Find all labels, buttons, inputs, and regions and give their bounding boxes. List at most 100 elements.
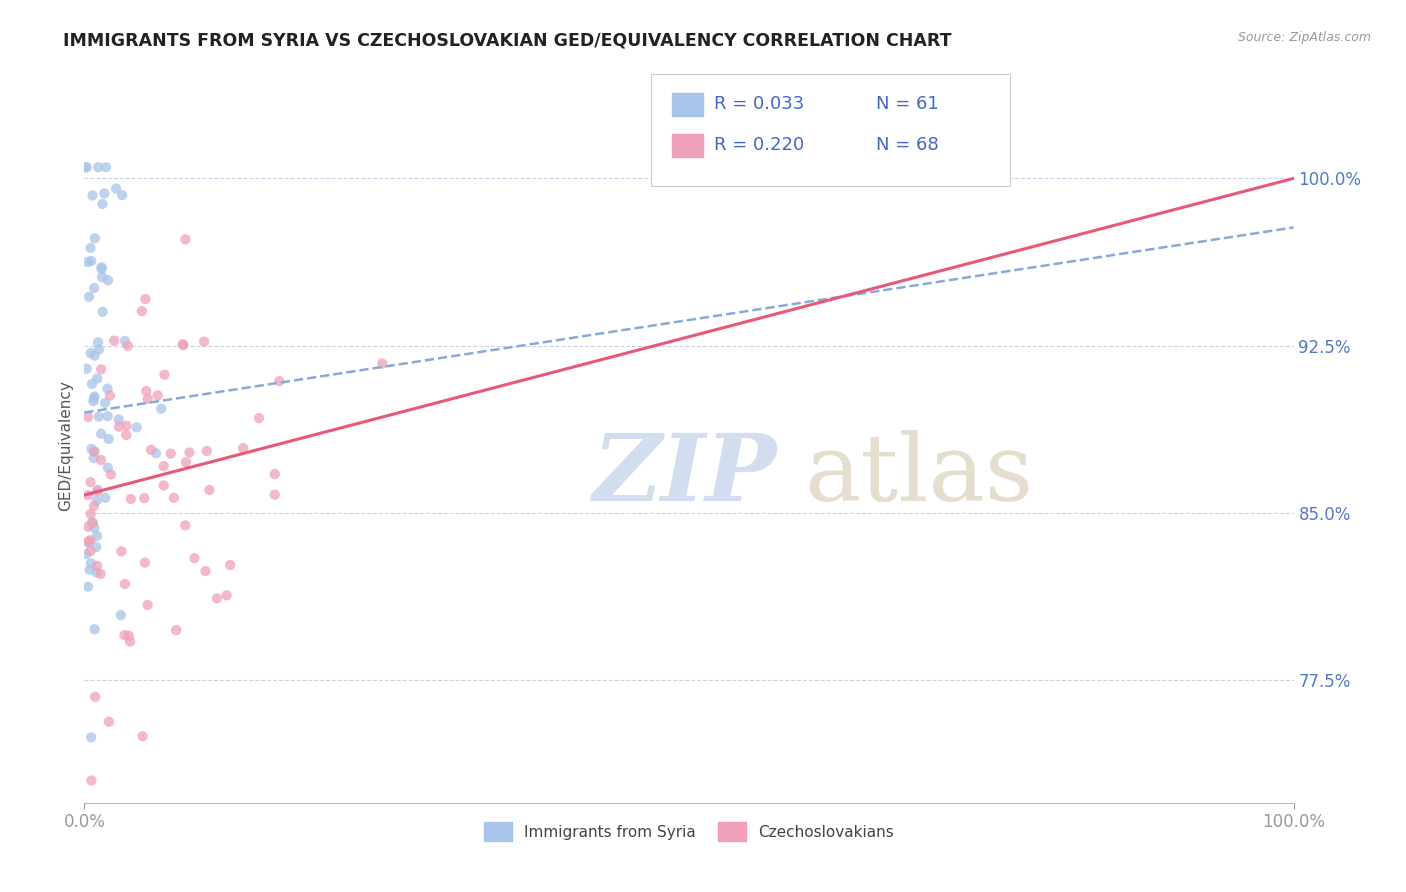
Point	[79, 475, 101, 490]
Point	[91, 305, 114, 319]
Point	[131, 304, 153, 318]
Point	[103, 334, 125, 348]
Point	[76, 255, 98, 269]
Point	[80, 377, 103, 392]
Point	[247, 411, 270, 425]
Point	[83, 622, 105, 636]
Point	[110, 608, 132, 623]
Point	[195, 444, 218, 458]
Point	[79, 533, 101, 548]
Point	[100, 467, 122, 482]
Point	[77, 580, 100, 594]
Point	[86, 484, 108, 499]
Point	[179, 445, 201, 459]
Point	[80, 773, 103, 788]
Point	[135, 384, 157, 398]
Point	[97, 432, 120, 446]
Point	[86, 371, 108, 385]
Point	[83, 521, 105, 535]
Point	[108, 419, 131, 434]
Y-axis label: GED/Equivalency: GED/Equivalency	[58, 381, 73, 511]
Text: R = 0.220: R = 0.220	[714, 136, 804, 154]
Point	[87, 161, 110, 175]
Point	[80, 507, 103, 521]
Point	[146, 388, 169, 402]
Point	[80, 556, 103, 570]
Point	[79, 241, 101, 255]
Point	[150, 401, 173, 416]
Point	[91, 197, 114, 211]
Point	[97, 409, 120, 424]
Point	[115, 428, 138, 442]
Point	[93, 186, 115, 201]
Point	[83, 450, 105, 465]
Point	[77, 520, 100, 534]
Point	[77, 536, 100, 550]
Point	[86, 483, 108, 497]
Point	[87, 343, 110, 357]
Point	[90, 453, 112, 467]
Point	[82, 394, 104, 409]
Text: N = 68: N = 68	[876, 136, 939, 154]
Point	[145, 446, 167, 460]
Point	[152, 478, 174, 492]
Point	[90, 260, 112, 275]
Point	[86, 566, 108, 580]
Point	[263, 488, 285, 502]
Point	[77, 488, 100, 502]
Point	[120, 491, 142, 506]
Text: Source: ZipAtlas.com: Source: ZipAtlas.com	[1237, 31, 1371, 45]
Point	[83, 231, 105, 245]
Point	[80, 516, 103, 530]
Point	[134, 556, 156, 570]
Text: atlas: atlas	[804, 430, 1033, 519]
Point	[112, 628, 135, 642]
Point	[118, 629, 141, 643]
Point	[87, 335, 110, 350]
Point	[194, 564, 217, 578]
Point	[83, 281, 105, 295]
Point	[90, 566, 112, 581]
Point	[111, 188, 134, 202]
Point	[172, 338, 194, 352]
Point	[83, 444, 105, 458]
Point	[263, 467, 285, 482]
Point	[159, 447, 181, 461]
Point	[165, 623, 187, 637]
Point	[134, 292, 156, 306]
Point	[139, 442, 162, 457]
Point	[90, 261, 112, 276]
Point	[198, 483, 221, 497]
Point	[84, 690, 107, 704]
Point	[83, 444, 105, 458]
Point	[136, 392, 159, 406]
Text: ZIP: ZIP	[592, 430, 776, 519]
Point	[152, 459, 174, 474]
Point	[97, 460, 120, 475]
Point	[172, 337, 194, 351]
Point	[76, 361, 98, 376]
Text: R = 0.033: R = 0.033	[714, 95, 804, 113]
Point	[115, 418, 138, 433]
Point	[163, 491, 186, 505]
Point	[79, 544, 101, 558]
Point	[90, 426, 112, 441]
Point	[77, 290, 100, 304]
Text: IMMIGRANTS FROM SYRIA VS CZECHOSLOVAKIAN GED/EQUIVALENCY CORRELATION CHART: IMMIGRANTS FROM SYRIA VS CZECHOSLOVAKIAN…	[63, 31, 952, 49]
Point	[80, 731, 103, 745]
Point	[110, 544, 132, 558]
Point	[94, 161, 117, 175]
Point	[94, 491, 117, 505]
Point	[134, 491, 156, 505]
Point	[98, 388, 121, 402]
Point	[215, 588, 238, 602]
Point	[86, 529, 108, 543]
Point	[87, 409, 110, 424]
Point	[219, 558, 242, 572]
Point	[83, 391, 105, 405]
Point	[114, 334, 136, 348]
Point	[77, 534, 100, 549]
Point	[75, 161, 97, 175]
Point	[80, 442, 103, 456]
Point	[82, 188, 104, 202]
